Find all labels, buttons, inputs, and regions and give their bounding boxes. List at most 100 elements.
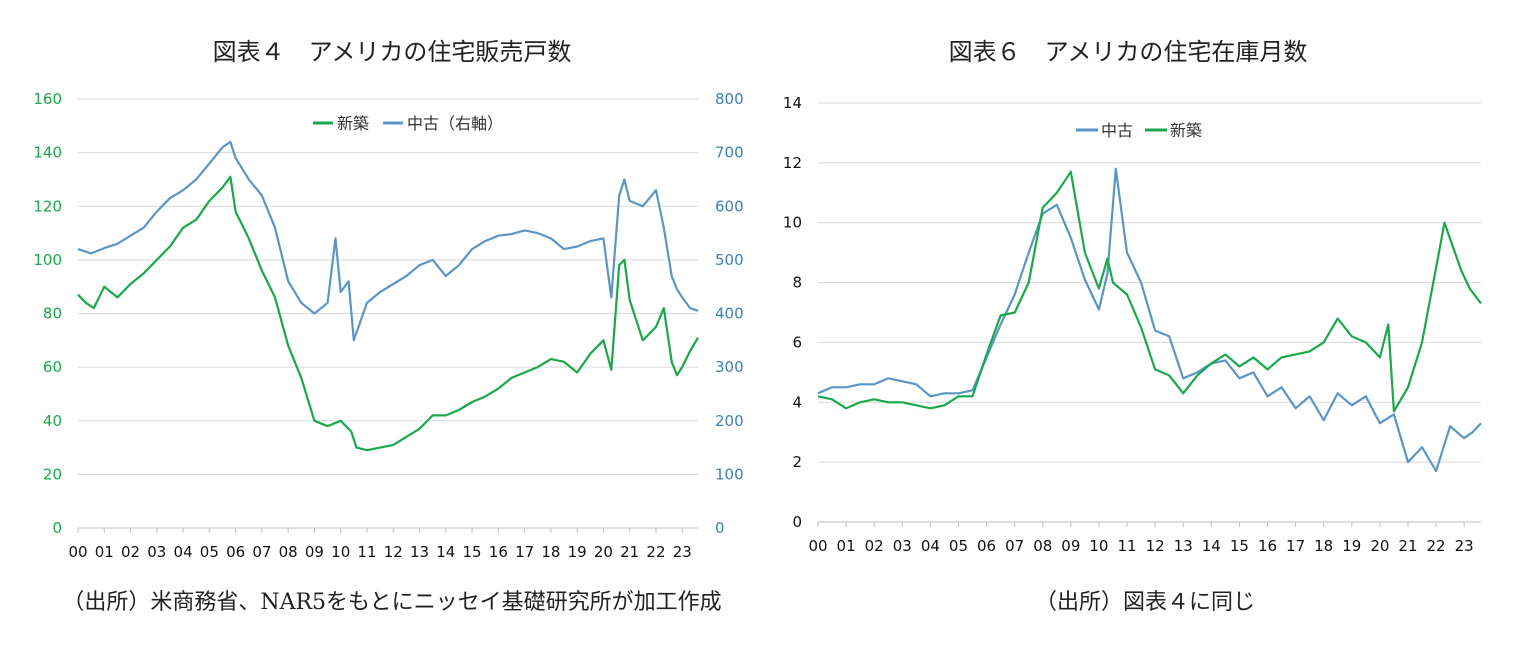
y-tick-label: 12 — [783, 154, 802, 172]
series-line-new — [817, 170, 1482, 413]
y-tick-label: 4 — [792, 393, 802, 411]
x-tick-label: 17 — [1286, 537, 1305, 555]
x-tick-label: 14 — [436, 543, 455, 561]
x-tick-label: 20 — [1370, 537, 1389, 555]
y-tick-label: 2 — [792, 453, 802, 471]
chart2-title: 図表６ アメリカの住宅在庫月数 — [949, 38, 1308, 66]
x-tick-label: 13 — [1174, 537, 1193, 555]
chart2-y-axis-ticks: 0 2 4 6 8 10 12 14 — [783, 94, 802, 531]
x-tick-label: 21 — [1398, 537, 1417, 555]
x-tick-label: 17 — [515, 543, 534, 561]
chart1-legend: 新築 中古（右軸） — [313, 114, 503, 133]
y-right-tick-label: 600 — [715, 197, 744, 215]
x-tick-label: 08 — [279, 543, 298, 561]
y-right-tick-label: 400 — [715, 305, 744, 323]
y-tick-label: 10 — [783, 214, 802, 232]
x-tick-label: 10 — [331, 543, 350, 561]
x-tick-label: 02 — [865, 537, 884, 555]
x-tick-label: 04 — [921, 537, 940, 555]
chart1-source-note: （出所）米商務省、NAR5をもとにニッセイ基礎研究所が加工作成 — [62, 590, 721, 615]
x-tick-label: 16 — [1258, 537, 1277, 555]
x-tick-label: 19 — [1342, 537, 1361, 555]
x-tick-label: 15 — [1230, 537, 1249, 555]
y-tick-label: 6 — [792, 333, 802, 351]
chart1-left-axis-ticks: 0 20 40 60 80 100 120 140 160 — [33, 90, 62, 537]
legend-label-new: 新築 — [1170, 121, 1202, 140]
chart1-series — [77, 140, 699, 452]
x-tick-label: 19 — [568, 543, 587, 561]
y-tick-label: 140 — [33, 144, 62, 162]
y-tick-label: 80 — [43, 305, 62, 323]
x-tick-label: 12 — [1146, 537, 1165, 555]
legend-label-existing: 中古（右軸） — [407, 114, 503, 133]
x-tick-label: 02 — [121, 543, 140, 561]
x-tick-label: 01 — [95, 543, 114, 561]
x-tick-label: 11 — [357, 543, 376, 561]
series-line-existing — [77, 140, 699, 342]
chart1-x-axis-ticks: 00 01 02 03 04 05 06 07 08 09 10 11 12 13 14 15 16 17 18 19… — [68, 543, 691, 561]
y-tick-label: 0 — [52, 519, 62, 537]
x-tick-label: 20 — [594, 543, 613, 561]
y-tick-label: 60 — [43, 358, 62, 376]
series-line-existing — [817, 167, 1482, 473]
chart2-source-note: （出所）図表４に同じ — [1035, 590, 1255, 615]
x-tick-label: 22 — [646, 543, 665, 561]
chart2-legend: 中古 新築 — [1076, 121, 1202, 140]
y-right-tick-label: 300 — [715, 358, 744, 376]
x-tick-label: 12 — [384, 543, 403, 561]
x-tick-label: 09 — [1061, 537, 1080, 555]
x-tick-label: 04 — [174, 543, 193, 561]
chart2-series — [817, 167, 1482, 473]
x-tick-label: 16 — [489, 543, 508, 561]
y-tick-label: 120 — [33, 197, 62, 215]
chart1-gridlines — [77, 98, 698, 533]
x-tick-label: 15 — [463, 543, 482, 561]
series-line-new — [77, 175, 699, 452]
x-tick-label: 03 — [147, 543, 166, 561]
x-tick-label: 05 — [949, 537, 968, 555]
x-tick-label: 10 — [1089, 537, 1108, 555]
y-right-tick-label: 0 — [715, 519, 725, 537]
legend-label-new: 新築 — [337, 114, 369, 133]
y-tick-label: 100 — [33, 251, 62, 269]
x-tick-label: 18 — [1314, 537, 1333, 555]
x-tick-label: 06 — [977, 537, 996, 555]
y-tick-label: 160 — [33, 90, 62, 108]
x-tick-label: 01 — [837, 537, 856, 555]
x-tick-label: 23 — [1455, 537, 1474, 555]
y-tick-label: 14 — [783, 94, 802, 112]
y-right-tick-label: 700 — [715, 144, 744, 162]
y-tick-label: 20 — [43, 465, 62, 483]
y-tick-label: 40 — [43, 412, 62, 430]
legend-label-existing: 中古 — [1101, 121, 1133, 140]
x-tick-label: 07 — [1005, 537, 1024, 555]
x-tick-label: 11 — [1117, 537, 1136, 555]
x-tick-label: 23 — [673, 543, 692, 561]
y-right-tick-label: 500 — [715, 251, 744, 269]
x-tick-label: 21 — [620, 543, 639, 561]
x-tick-label: 03 — [893, 537, 912, 555]
y-right-tick-label: 200 — [715, 412, 744, 430]
x-tick-label: 22 — [1427, 537, 1446, 555]
chart2-gridlines — [817, 102, 1481, 527]
x-tick-label: 07 — [252, 543, 271, 561]
x-tick-label: 06 — [226, 543, 245, 561]
y-tick-label: 8 — [792, 274, 802, 292]
x-tick-label: 05 — [200, 543, 219, 561]
x-tick-label: 18 — [541, 543, 560, 561]
x-tick-label: 14 — [1202, 537, 1221, 555]
chart1-right-axis-ticks: 0 100 200 300 400 500 600 700 800 — [715, 90, 744, 537]
chart1-title: 図表４ アメリカの住宅販売戸数 — [213, 38, 572, 66]
y-right-tick-label: 800 — [715, 90, 744, 108]
y-right-tick-label: 100 — [715, 465, 744, 483]
y-tick-label: 0 — [792, 513, 802, 531]
chart2-x-axis-ticks: 00 01 02 03 04 05 06 07 08 09 10 11 12 13 14 15 16 17 18 19… — [808, 537, 1473, 555]
x-tick-label: 00 — [68, 543, 87, 561]
x-tick-label: 09 — [305, 543, 324, 561]
x-tick-label: 00 — [808, 537, 827, 555]
x-tick-label: 13 — [410, 543, 429, 561]
x-tick-label: 08 — [1033, 537, 1052, 555]
